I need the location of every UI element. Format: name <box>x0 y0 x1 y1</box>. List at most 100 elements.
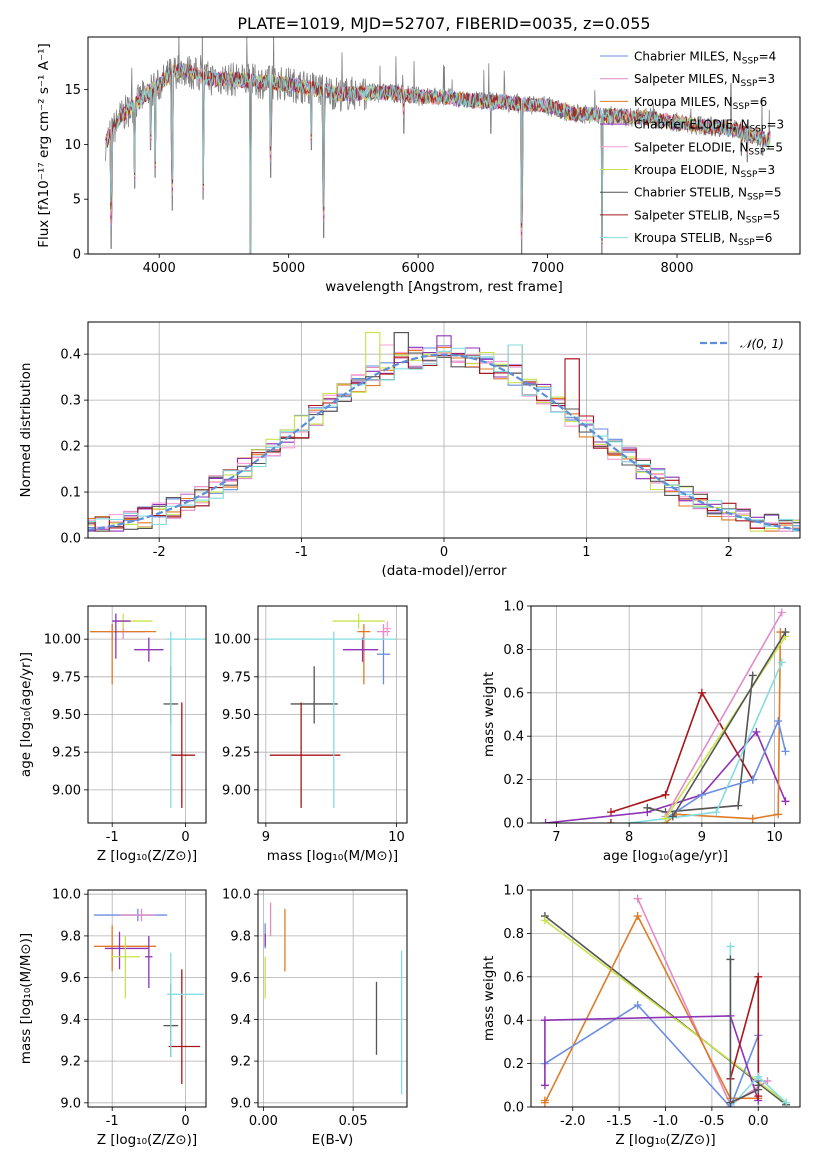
weight-marker-kroupa_stelib <box>712 808 721 817</box>
x-tick-label: 1 <box>582 545 590 560</box>
panel-mass_vs_Z: -1 0 9.0 9.2 9.4 9.6 9.8 10.0 Z [log₁₀(Z/Z⊙)] mas… <box>18 888 207 1148</box>
y-tick-label: 0.2 <box>503 1057 524 1072</box>
x-tick-label: -1.5 <box>606 1114 631 1129</box>
weight-marker-salpeter_miles <box>633 894 642 903</box>
y-tick-label: 0.4 <box>503 730 524 745</box>
weight-marker-chabrier_stelib <box>726 1098 735 1107</box>
weight-marker-kroupa_miles <box>748 814 757 823</box>
weight-marker-chabrier_stelib <box>754 1081 763 1090</box>
weight-marker-chabrier_miles <box>774 717 783 726</box>
weight-marker-salpeter_stelib <box>661 790 670 799</box>
y-tick-label: 10.0 <box>52 888 81 903</box>
x-tick-label: 2 <box>725 545 733 560</box>
model-spectrum-line <box>105 63 771 254</box>
weight-line-salpeter_miles <box>664 612 783 817</box>
y-tick-label: 15 <box>64 83 81 98</box>
y-tick-label: 0.6 <box>503 970 524 985</box>
y-tick-label: 9.25 <box>222 746 251 761</box>
y-tick-label: 9.00 <box>222 783 251 798</box>
y-tick-label: 9.0 <box>230 1096 251 1111</box>
plot-area <box>541 608 790 823</box>
y-tick-label: 0.8 <box>503 643 524 658</box>
x-tick-label: 10 <box>388 830 405 845</box>
legend-label: Salpeter ELODIE, NSSP=5 <box>634 140 783 157</box>
weight-marker-kroupa_miles <box>774 810 783 819</box>
weight-line-chabrier_elodie <box>544 1015 760 1101</box>
axes-frame <box>87 605 207 824</box>
weight-marker-salpeter_miles <box>777 608 786 617</box>
weight-marker-kroupa_miles <box>540 1098 549 1107</box>
y-tick-label: 9.75 <box>222 670 251 685</box>
plot-area <box>540 894 791 1107</box>
plot-area <box>93 908 204 1085</box>
x-axis-label: Z [log₁₀(Z/Z⊙)] <box>97 848 197 864</box>
y-tick-label: 9.75 <box>52 670 81 685</box>
x-tick-label: 5000 <box>272 261 305 276</box>
legend-label: 𝒩(0, 1) <box>740 337 784 351</box>
x-axis-label: Z [log₁₀(Z/Z⊙)] <box>97 1132 197 1148</box>
y-tick-label: 9.25 <box>52 746 81 761</box>
y-tick-label: 0.6 <box>503 686 524 701</box>
y-tick-label: 9.2 <box>60 1055 81 1070</box>
weight-marker-chabrier_elodie <box>540 1081 549 1090</box>
panel-weight_vs_Z: -2.0 -1.5 -1.0 -0.5 0.0 0.0 0.2 0.4 0.6 0.8 1.0 Z [… <box>481 884 801 1148</box>
x-tick-label: 9 <box>262 830 270 845</box>
weight-marker-salpeter_miles <box>763 1076 772 1085</box>
axes-frame <box>87 321 801 539</box>
axes-frame <box>530 889 801 1108</box>
x-tick-label: -2.0 <box>560 1114 585 1129</box>
y-tick-label: 1.0 <box>503 600 524 615</box>
x-axis-label: age [log₁₀(age/yr)] <box>603 848 728 864</box>
x-tick-label: 8 <box>625 830 633 845</box>
x-tick-label: -1 <box>295 545 308 560</box>
plot-area <box>265 613 397 808</box>
x-tick-label: -0.5 <box>699 1114 724 1129</box>
plot-area <box>105 37 771 254</box>
x-tick-label: 9 <box>698 830 706 845</box>
x-tick-label: 0.05 <box>339 1114 368 1129</box>
x-tick-label: -1 <box>106 830 119 845</box>
y-axis-label: mass [log₁₀(M/M⊙)] <box>18 933 34 1064</box>
axes-frame <box>530 605 801 824</box>
weight-line-chabrier_miles <box>665 718 787 820</box>
legend-label: Salpeter STELIB, NSSP=5 <box>634 208 780 225</box>
panel-mass_vs_ebv: 0.00 0.05 9.0 9.2 9.4 9.6 9.8 10.0 E(B-V) <box>222 888 408 1148</box>
weight-marker-salpeter_stelib <box>606 808 615 817</box>
weight-line-salpeter_stelib <box>610 690 754 813</box>
weight-marker-chabrier_stelib <box>781 628 790 637</box>
weight-marker-kroupa_stelib <box>726 942 735 951</box>
panel-weight_vs_age: 7 8 9 10 0.0 0.2 0.4 0.6 0.8 1.0 age [log₁₀(age/yr… <box>481 600 801 864</box>
y-tick-label: 9.6 <box>230 971 251 986</box>
y-tick-label: 9.00 <box>52 783 81 798</box>
chart-title: PLATE=1019, MJD=52707, FIBERID=0035, z=0… <box>237 14 650 33</box>
model-spectrum-line <box>105 62 771 254</box>
y-tick-label: 9.8 <box>60 929 81 944</box>
weight-marker-kroupa_miles <box>633 912 642 921</box>
y-axis-label: Flux [fλ10⁻¹⁷ erg cm⁻² s⁻¹ A⁻¹] <box>36 43 52 248</box>
y-tick-label: 0.4 <box>503 1014 524 1029</box>
x-tick-label: 0.00 <box>249 1114 278 1129</box>
legend-label: Chabrier ELODIE, NSSP=3 <box>634 118 784 135</box>
x-tick-label: 7 <box>552 830 560 845</box>
x-tick-label: 0 <box>181 1114 189 1129</box>
weight-marker-chabrier_elodie <box>752 727 761 736</box>
legend: Chabrier MILES, NSSP=4 Salpeter MILES, NS… <box>600 50 784 248</box>
y-tick-label: 10.00 <box>44 633 81 648</box>
weight-marker-chabrier_miles <box>633 1001 642 1010</box>
legend-label: Kroupa MILES, NSSP=6 <box>634 95 767 112</box>
x-axis-label: Z [log₁₀(Z/Z⊙)] <box>615 1132 715 1148</box>
residual-histogram-salpeter_elodie <box>88 344 800 532</box>
weight-marker-chabrier_elodie <box>541 819 550 823</box>
axes-frame <box>257 605 408 824</box>
x-tick-label: -1.0 <box>653 1114 678 1129</box>
x-tick-label: 0.0 <box>748 1114 769 1129</box>
weight-line-kroupa_stelib <box>629 662 783 823</box>
y-tick-label: 0.0 <box>503 817 524 832</box>
x-tick-label: 0 <box>440 545 448 560</box>
y-tick-label: 5 <box>73 193 81 208</box>
y-tick-label: 1.0 <box>503 884 524 899</box>
plot-area <box>264 902 403 1095</box>
x-tick-label: 6000 <box>402 261 435 276</box>
weight-marker-kroupa_stelib <box>625 819 634 823</box>
axes-frame <box>87 889 207 1108</box>
